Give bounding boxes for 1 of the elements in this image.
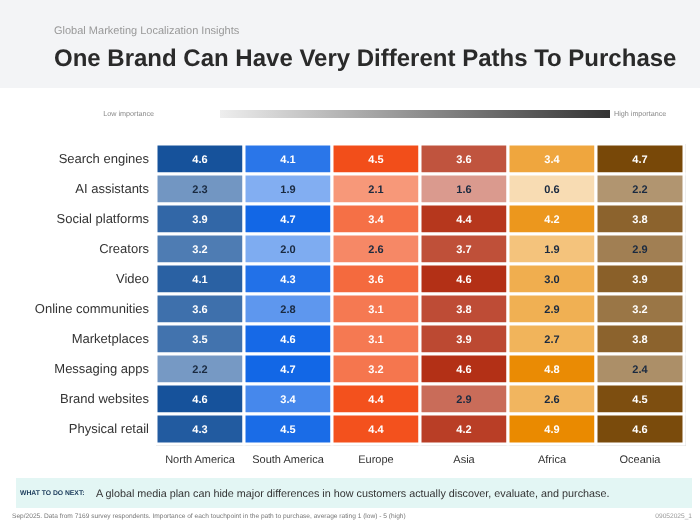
chart-title: One Brand Can Have Very Different Paths To Purchase [54, 44, 678, 72]
